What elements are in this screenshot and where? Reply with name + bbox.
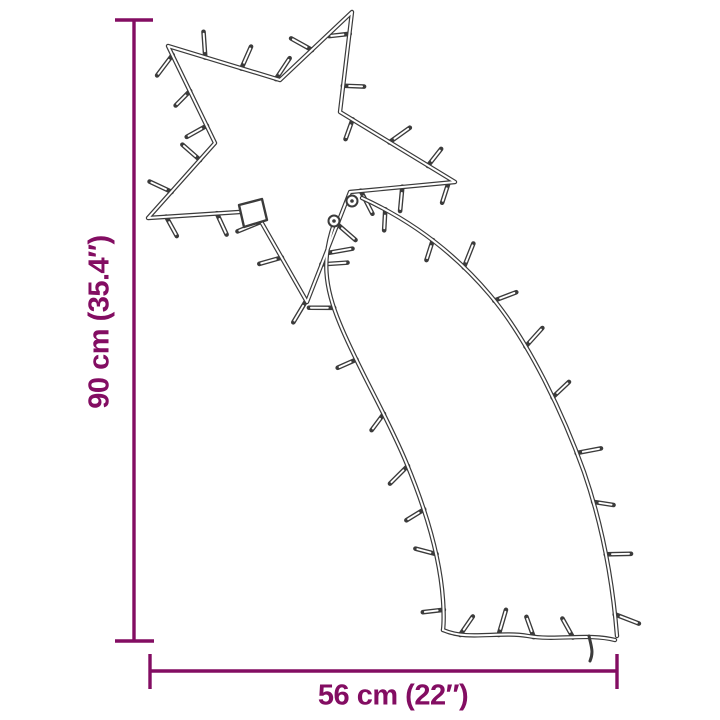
height-dimension-label: 90 cm (35.4″): [83, 235, 116, 409]
bulb-highlight: [598, 501, 613, 506]
light-strings: [145, 9, 620, 643]
bulb-highlight: [345, 124, 352, 139]
bulb-highlight: [242, 47, 252, 64]
bulb-highlight: [416, 548, 432, 554]
tail-left-string: [324, 221, 446, 633]
bulb-highlight: [168, 221, 177, 236]
bulb-highlight: [182, 144, 197, 157]
width-dimension-line: [148, 654, 619, 689]
bulb-highlight: [430, 149, 441, 162]
wire-highlight-path: [325, 223, 445, 631]
bulb-highlight: [465, 244, 474, 263]
dimension-lines: [115, 18, 619, 689]
bulb-highlight: [338, 361, 352, 368]
connector-plug-pin: [350, 199, 354, 203]
bulb-highlight: [556, 382, 569, 395]
bulb-highlight: [187, 127, 203, 137]
bulb-highlight: [157, 58, 170, 75]
bulb-highlight: [330, 33, 345, 37]
bulb-highlight: [423, 609, 439, 613]
bulb-highlight: [291, 38, 308, 48]
bulb-highlight: [393, 127, 410, 140]
bulb-highlight: [499, 291, 516, 300]
bulb-highlight: [390, 469, 405, 484]
bulb-highlight: [150, 181, 167, 191]
bulb-highlight: [462, 617, 473, 631]
bulb-highlight: [202, 32, 206, 53]
bulb-highlight: [528, 328, 542, 343]
bulb-highlight: [348, 85, 364, 88]
bulb-highlight: [407, 511, 420, 521]
bulb-highlight: [619, 615, 638, 624]
bulb-highlight: [562, 619, 571, 633]
hardware-details: [237, 194, 594, 663]
width-dimension-label: 56 cm (22″): [317, 679, 469, 712]
bulb-highlight: [278, 58, 290, 75]
bulb-highlight: [499, 610, 507, 630]
bulb-highlight: [218, 217, 227, 234]
wire-highlight: [147, 11, 618, 641]
bulb-highlight: [331, 248, 352, 254]
tail-right-string: [359, 195, 620, 639]
bulb-highlight: [383, 214, 386, 230]
bulb-highlight: [399, 192, 403, 210]
bulb-highlight: [260, 258, 277, 265]
mounting-clip: [237, 197, 269, 229]
bulb-highlight: [176, 94, 187, 106]
bulb-highlight: [340, 227, 355, 240]
bulb-highlight: [441, 187, 448, 202]
bulb-highlight: [526, 617, 533, 633]
bulb-highlight: [426, 245, 432, 260]
bulb-highlight: [293, 304, 305, 322]
bulb-highlight: [371, 417, 382, 430]
power-cord: [587, 634, 594, 663]
height-dimension-line: [115, 18, 154, 643]
connector-plug-pin: [332, 219, 336, 223]
wire-highlight-path: [361, 197, 618, 637]
bulb-highlight: [326, 261, 347, 265]
bulb-highlight: [581, 447, 600, 453]
light-bulbs: [147, 29, 642, 640]
